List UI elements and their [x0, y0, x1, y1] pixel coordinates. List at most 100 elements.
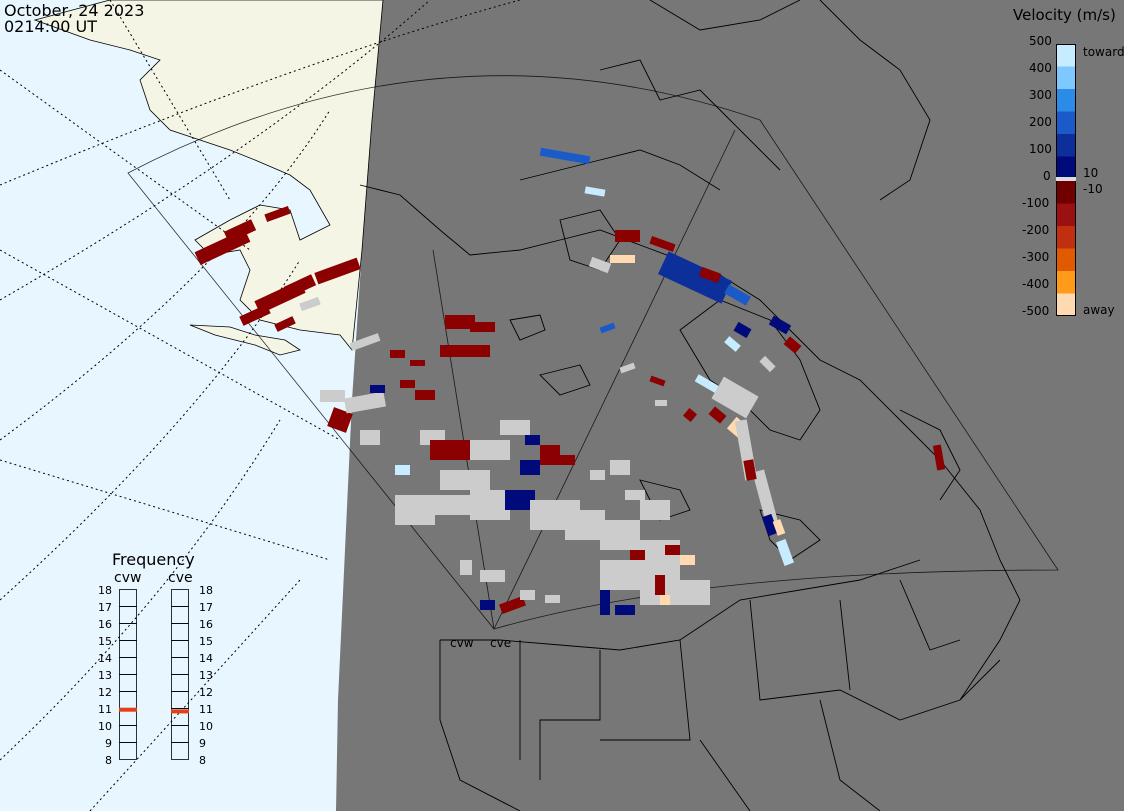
- echo-patch: [470, 322, 495, 332]
- echo-patch: [283, 274, 317, 298]
- frequency-cell: [119, 623, 137, 641]
- echo-patch: [610, 460, 630, 475]
- frequency-gauge-cve: [171, 589, 189, 760]
- echo-patch: [327, 407, 353, 433]
- radar-fov: [127, 75, 1059, 630]
- velocity-echoes: [194, 147, 946, 615]
- echo-patch: [680, 555, 695, 565]
- echo-patch: [630, 550, 645, 560]
- echo-patch: [776, 539, 794, 566]
- echo-patch: [698, 266, 722, 284]
- frequency-tick-right: 12: [199, 686, 213, 699]
- colorbar-toward-segment: [1056, 111, 1076, 135]
- frequency-tick-left: 12: [98, 686, 112, 699]
- echo-patch: [694, 374, 721, 394]
- colorbar-away-segment: [1056, 203, 1076, 227]
- aleutian-islands: [189, 324, 301, 356]
- echo-patch: [320, 390, 345, 402]
- echo-patch: [660, 595, 670, 605]
- alaska-land: [33, 0, 384, 352]
- echo-patch: [743, 459, 757, 481]
- echo-patch: [239, 304, 271, 326]
- echo-patch: [584, 186, 606, 197]
- frequency-gauge-cvw: [119, 589, 137, 760]
- frequency-tick-left: 15: [98, 635, 112, 648]
- frequency-tick-right: 15: [199, 635, 213, 648]
- frequency-tick-left: 17: [98, 601, 112, 614]
- frequency-tick-left: 10: [98, 720, 112, 733]
- frequency-cell: [171, 657, 189, 675]
- echo-patch: [499, 596, 526, 614]
- echo-patch: [415, 390, 435, 400]
- colorbar-tick-label: -500: [1022, 304, 1050, 318]
- echo-patch: [783, 336, 802, 354]
- frequency-cell: [171, 725, 189, 743]
- echo-patch: [395, 465, 410, 475]
- frequency-cell: [171, 606, 189, 624]
- frequency-cell: [171, 674, 189, 692]
- echo-patch: [560, 455, 575, 465]
- colorbar-tick-label: 100: [1029, 142, 1052, 156]
- frequency-cell: [119, 589, 137, 607]
- echo-patch: [314, 257, 361, 285]
- frequency-tick-left: 13: [98, 669, 112, 682]
- colorbar-tick-label: 500: [1029, 34, 1052, 48]
- frequency-cell: [119, 640, 137, 658]
- echo-patch: [600, 520, 640, 550]
- echo-patch: [223, 219, 257, 243]
- colorbar-toward-segment: [1056, 156, 1076, 180]
- echo-patch: [752, 469, 780, 531]
- echo-patch: [590, 470, 605, 480]
- echo-patch: [932, 444, 946, 471]
- echo-patch: [480, 570, 505, 582]
- echo-patch: [565, 510, 605, 540]
- colorbar-away-segment: [1056, 293, 1076, 316]
- frequency-tick-right: 8: [199, 754, 206, 767]
- echo-patch: [600, 590, 610, 615]
- echo-patch: [708, 406, 727, 424]
- echo-patch: [505, 490, 535, 510]
- frequency-tick-right: 10: [199, 720, 213, 733]
- echo-patch: [520, 460, 540, 475]
- frequency-cell: [171, 589, 189, 607]
- colorbar-tick-label: 10: [1083, 166, 1099, 180]
- echo-patch: [440, 470, 490, 490]
- frequency-tick-left: 8: [105, 754, 112, 767]
- radar-label-cve: cve: [168, 570, 193, 586]
- colorbar-away-segment: [1056, 271, 1076, 294]
- echo-patch: [500, 420, 530, 435]
- colorbar-tick-label: -100: [1022, 196, 1050, 210]
- echo-patch: [470, 490, 510, 520]
- frequency-indicator: [171, 709, 189, 714]
- echo-patch: [690, 590, 705, 605]
- echo-patch: [599, 322, 616, 334]
- time-label: 0214:00 UT: [4, 17, 98, 36]
- echo-patch: [610, 255, 635, 263]
- echo-patch: [470, 440, 510, 460]
- echo-patch: [460, 560, 472, 575]
- echo-patch: [655, 400, 667, 406]
- site-label-cve: cve: [490, 636, 512, 650]
- echo-patch: [445, 315, 475, 329]
- echo-patch: [274, 316, 296, 332]
- echo-patch: [759, 355, 776, 373]
- frequency-cell: [171, 742, 189, 760]
- echo-patch: [724, 336, 741, 352]
- echo-patch: [615, 230, 640, 242]
- frequency-cell: [119, 657, 137, 675]
- echo-patch: [665, 545, 680, 555]
- echo-patch: [370, 385, 385, 393]
- echo-patch: [724, 284, 751, 306]
- colorbar-toward-segment: [1056, 89, 1076, 112]
- frequency-tick-right: 14: [199, 652, 213, 665]
- echo-patch: [264, 205, 291, 223]
- echo-patch: [539, 147, 591, 165]
- colorbar-toward-segment: [1056, 44, 1076, 67]
- frequency-tick-left: 16: [98, 618, 112, 631]
- velocity-colorbar: [1056, 44, 1076, 316]
- echo-patch: [588, 256, 612, 274]
- echo-patch: [520, 590, 535, 600]
- colorbar-tick-label: 300: [1029, 88, 1052, 102]
- echo-patch: [349, 333, 381, 351]
- frequency-cell: [171, 623, 189, 641]
